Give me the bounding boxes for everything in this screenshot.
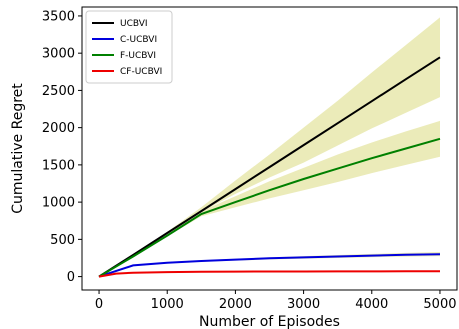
y-tick-label: 3000 [42,47,75,62]
x-tick-label: 0 [95,297,103,312]
y-tick-label: 2500 [42,84,75,99]
line-c-ucbvi [98,253,441,278]
legend-label: C-UCBVI [120,35,157,45]
plot-frame [81,6,458,291]
x-axis-label: Number of Episodes [199,314,340,329]
y-tick-label: 500 [50,233,75,248]
band-f-ucbvi [99,120,440,277]
x-tick-label: 5000 [423,297,456,312]
y-tick-label: 1500 [42,158,75,173]
x-tick-label: 2000 [219,297,252,312]
x-tick-label: 1000 [151,297,184,312]
line-f-ucbvi [98,137,441,278]
x-tick-label: 3000 [287,297,320,312]
line-cf-ucbvi [98,270,440,278]
x-axis: 0 1000 2000 3000 4000 5000 [95,290,457,312]
legend-label: UCBVI [120,19,148,29]
y-tick-label: 3500 [42,9,75,24]
y-axis: 0 500 1000 1500 2000 2500 3000 3500 [42,9,82,285]
y-tick-label: 0 [67,270,75,285]
y-tick-label: 2000 [42,121,75,136]
legend-label: CF-UCBVI [120,67,162,77]
series-lines [98,56,441,278]
x-tick-label: 4000 [355,297,388,312]
legend: UCBVI C-UCBVI F-UCBVI CF-UCBVI [85,10,173,84]
legend-label: F-UCBVI [120,51,156,61]
y-tick-label: 1000 [42,196,75,211]
y-axis-label: Cumulative Regret [10,83,26,214]
legend-box [85,10,173,84]
line-ucbvi [98,56,441,278]
